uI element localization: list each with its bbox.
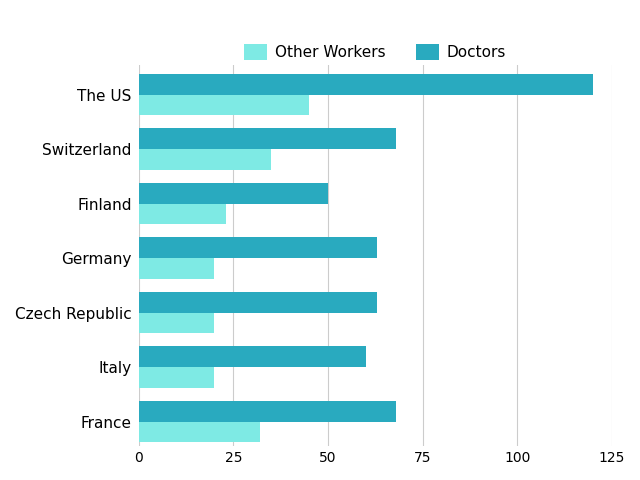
Bar	[139, 367, 214, 388]
Bar	[139, 149, 271, 170]
Bar	[139, 74, 593, 95]
Bar	[139, 312, 214, 333]
Bar	[139, 183, 328, 204]
Bar	[139, 258, 214, 279]
Bar	[139, 292, 377, 312]
Bar	[139, 204, 226, 224]
Bar	[139, 421, 260, 443]
Bar	[139, 95, 309, 115]
Bar	[139, 347, 366, 367]
Bar	[139, 238, 377, 258]
Bar	[139, 401, 396, 421]
Bar	[139, 128, 396, 149]
Legend: Other Workers, Doctors: Other Workers, Doctors	[238, 38, 512, 66]
